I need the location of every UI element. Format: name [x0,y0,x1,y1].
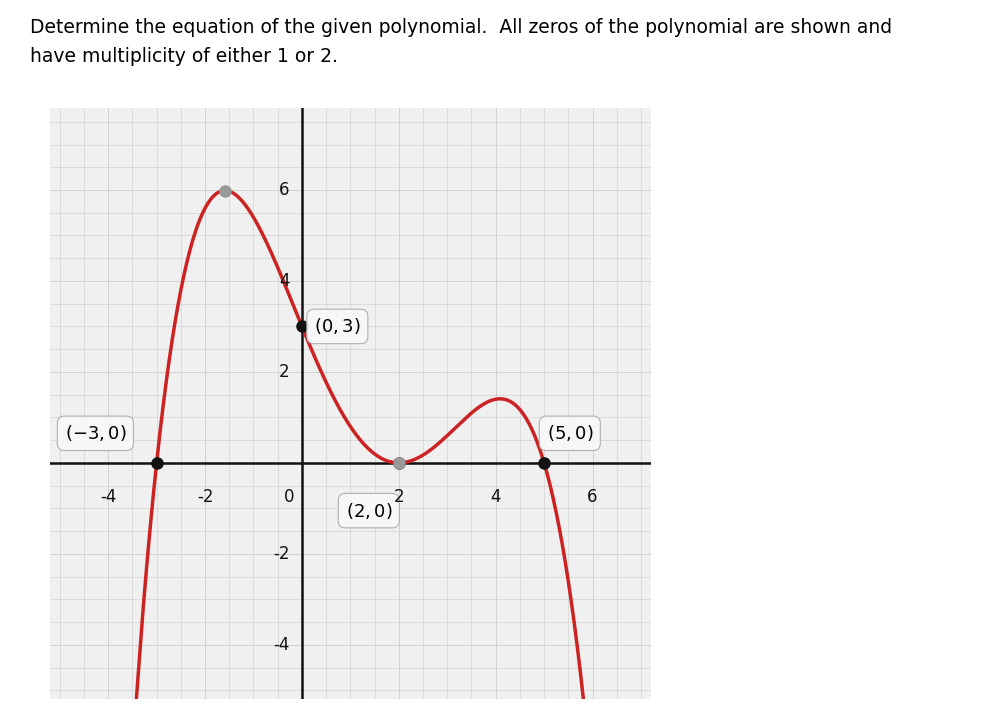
Text: 2: 2 [279,363,290,381]
Text: -2: -2 [197,488,213,506]
Text: 4: 4 [279,272,290,290]
Text: -4: -4 [273,636,290,654]
Text: $(2, 0)$: $(2, 0)$ [345,500,392,521]
Text: $(0, 3)$: $(0, 3)$ [314,317,360,337]
Text: $(-3, 0)$: $(-3, 0)$ [65,423,126,443]
Text: 6: 6 [588,488,598,506]
Text: 2: 2 [393,488,404,506]
Text: 0: 0 [284,488,294,506]
Text: have multiplicity of either 1 or 2.: have multiplicity of either 1 or 2. [30,47,338,66]
Text: 6: 6 [279,181,290,199]
Text: $(5, 0)$: $(5, 0)$ [547,423,594,443]
Text: -2: -2 [273,545,290,563]
Text: 4: 4 [490,488,500,506]
Text: Determine the equation of the given polynomial.  All zeros of the polynomial are: Determine the equation of the given poly… [30,18,892,37]
Text: -4: -4 [100,488,116,506]
